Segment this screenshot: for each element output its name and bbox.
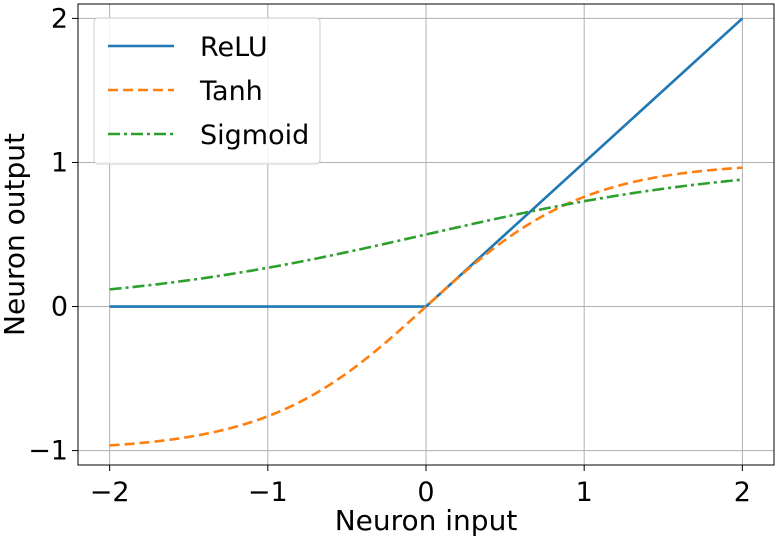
y-tick-label: −1 bbox=[28, 436, 68, 467]
x-tick-label: −2 bbox=[90, 477, 130, 508]
y-tick-label: 2 bbox=[51, 3, 68, 34]
legend-label-tanh: Tanh bbox=[199, 76, 263, 107]
x-tick-label: 2 bbox=[734, 477, 751, 508]
series-line-tanh bbox=[109, 166, 743, 447]
series-line-sigmoid bbox=[109, 178, 743, 291]
legend-label-sigmoid: Sigmoid bbox=[200, 120, 309, 151]
y-tick-label: 1 bbox=[51, 147, 68, 178]
legend-box bbox=[93, 17, 321, 165]
plot-lines bbox=[109, 17, 744, 447]
y-axis-label: Neuron output bbox=[0, 133, 31, 336]
legend-label-relu: ReLU bbox=[200, 32, 268, 63]
x-axis-label: Neuron input bbox=[335, 504, 518, 536]
series-line-relu bbox=[109, 17, 744, 308]
ticks: −2 −1 0 1 2 −1 0 1 2 bbox=[28, 3, 751, 508]
x-tick-label: 1 bbox=[576, 477, 593, 508]
legend: ReLU Tanh Sigmoid bbox=[93, 17, 321, 165]
y-tick-label: 0 bbox=[51, 292, 68, 323]
x-tick-label: 0 bbox=[417, 477, 434, 508]
x-tick-label: −1 bbox=[248, 477, 288, 508]
